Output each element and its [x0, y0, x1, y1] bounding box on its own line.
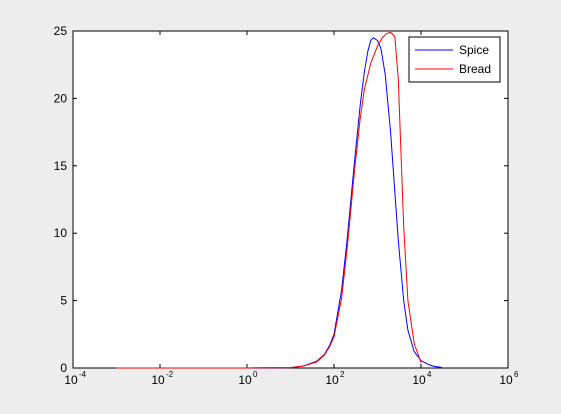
- x-tick-exponent: -4: [79, 370, 87, 379]
- legend-box: [408, 36, 501, 83]
- x-tick-base: 10: [325, 373, 339, 387]
- x-tick-base: 10: [64, 373, 78, 387]
- plot-area: [72, 30, 509, 369]
- x-tick-base: 10: [499, 373, 513, 387]
- x-tick-exponent: 0: [253, 370, 258, 379]
- x-tick-label: 10: [325, 373, 339, 387]
- legend-label-bread: Bread: [459, 62, 491, 76]
- x-tick-exponent: -2: [166, 370, 174, 379]
- x-tick-label: 10: [64, 373, 78, 387]
- series-line-bread: [116, 31, 422, 369]
- x-tick-label: 10: [238, 373, 252, 387]
- series-layer: [116, 31, 442, 369]
- x-tick-base: 10: [238, 373, 252, 387]
- x-tick-label: 10: [151, 373, 165, 387]
- x-tick-exponent: 4: [427, 370, 432, 379]
- legend: Spice Bread: [408, 36, 501, 83]
- legend-label-spice: Spice: [459, 43, 489, 57]
- y-tick-label: 0: [60, 361, 67, 375]
- x-tick-exponent: 2: [340, 370, 345, 379]
- y-tick-label: 25: [54, 24, 68, 38]
- y-tick-label: 5: [60, 294, 67, 308]
- x-tick-base: 10: [412, 373, 426, 387]
- x-tick-base: 10: [151, 373, 165, 387]
- x-tick-exponent: 6: [514, 370, 519, 379]
- x-tick-label: 10: [499, 373, 513, 387]
- y-tick-label: 20: [54, 91, 68, 105]
- y-tick-label: 10: [54, 226, 68, 240]
- y-tick-label: 15: [54, 159, 68, 173]
- series-line-spice: [116, 37, 442, 369]
- x-tick-label: 10: [412, 373, 426, 387]
